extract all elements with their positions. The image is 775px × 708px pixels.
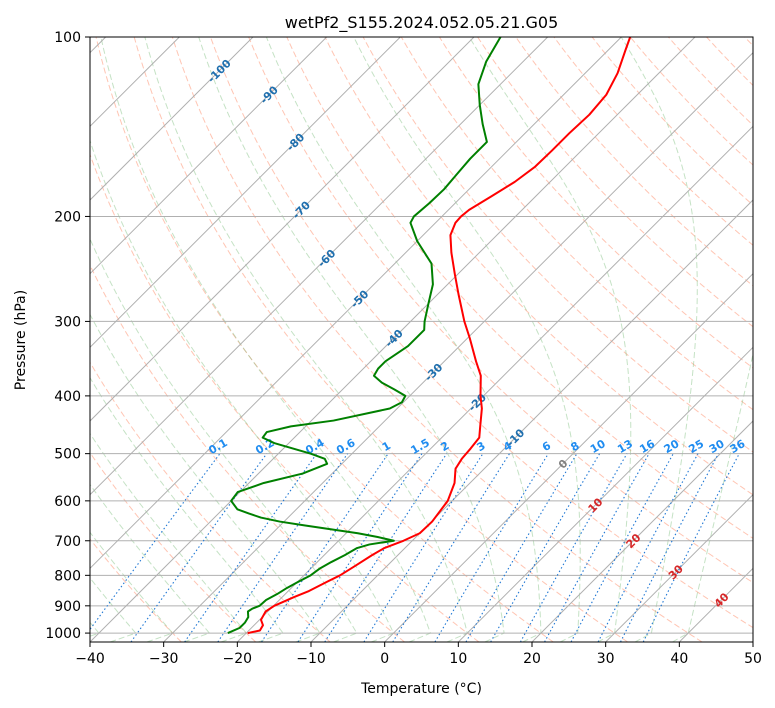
dry-adiabat-line bbox=[90, 153, 480, 642]
y-axis-ticks: 100 200 300 400 500 600 700 800 900 1000 bbox=[45, 30, 90, 642]
dry-adiabat-line bbox=[90, 264, 405, 642]
isotherm-gridline bbox=[310, 199, 753, 642]
moist-adiabat-line bbox=[620, 37, 698, 642]
mixing-ratio-line bbox=[90, 453, 221, 631]
isotherm-gridline bbox=[531, 420, 753, 642]
moist-adiabat-line bbox=[198, 37, 505, 642]
x-axis-label: Temperature (°C) bbox=[360, 681, 482, 697]
moist-adiabat-line bbox=[90, 313, 321, 642]
plot-frame bbox=[89, 36, 754, 643]
moist-adiabats bbox=[90, 37, 753, 642]
mixing-ratio-line bbox=[490, 453, 601, 642]
y-tick-label: 700 bbox=[54, 534, 81, 550]
y-tick-label: 900 bbox=[54, 599, 81, 615]
dry-adiabat-line bbox=[90, 451, 257, 642]
x-tick-label: 20 bbox=[523, 651, 541, 667]
dry-adiabat-line bbox=[133, 37, 628, 642]
x-tick-label: 10 bbox=[449, 651, 467, 667]
mixing-ratio-line bbox=[544, 453, 650, 642]
dry-adiabat-line bbox=[171, 37, 703, 642]
dry-adiabat-line bbox=[210, 37, 753, 629]
moist-adiabat-line bbox=[90, 376, 284, 642]
y-tick-label: 1000 bbox=[45, 626, 81, 642]
moist-adiabat-line bbox=[468, 37, 632, 642]
mixing-ratio-line bbox=[363, 453, 484, 642]
isotherm-gridline bbox=[457, 346, 753, 642]
y-tick-label: 500 bbox=[54, 447, 81, 463]
y-tick-label: 800 bbox=[54, 568, 81, 584]
moist-adiabat-line bbox=[90, 237, 358, 642]
dry-adiabats bbox=[90, 37, 753, 642]
isotherm-gridline bbox=[90, 37, 475, 422]
dry-adiabat-line bbox=[324, 37, 753, 496]
dry-adiabat-line bbox=[90, 538, 182, 642]
dry-adiabat-line bbox=[248, 37, 753, 584]
moist-adiabat-line bbox=[100, 37, 432, 642]
y-tick-label: 200 bbox=[54, 209, 81, 225]
isotherm-gridline bbox=[90, 37, 549, 496]
x-axis-ticks: −40 −30 −20 −10 0 10 20 30 40 50 bbox=[75, 642, 762, 667]
isotherm-gridline bbox=[605, 493, 753, 642]
moist-adiabat-line bbox=[144, 37, 468, 642]
isotherm-gridline bbox=[384, 272, 753, 642]
isotherm-gridline bbox=[90, 37, 401, 349]
dry-adiabat-line bbox=[95, 37, 554, 642]
isotherm-gridline bbox=[90, 37, 328, 275]
dry-adiabat-line bbox=[362, 37, 753, 453]
dry-adiabat-line bbox=[400, 37, 753, 411]
x-tick-label: −10 bbox=[296, 651, 326, 667]
mixing-ratio-line bbox=[297, 453, 423, 642]
isotherm-gridline bbox=[236, 125, 753, 642]
y-axis-label: Pressure (hPa) bbox=[13, 290, 29, 390]
mixing-ratio-line bbox=[619, 453, 719, 642]
x-tick-label: −40 bbox=[75, 651, 105, 667]
mixing-ratio-line bbox=[465, 453, 578, 642]
temperature-profile-line bbox=[247, 37, 632, 635]
y-tick-label: 600 bbox=[54, 494, 81, 510]
moist-adiabat-line bbox=[265, 37, 542, 642]
dry-adiabat-line bbox=[477, 37, 753, 328]
dry-adiabat-line bbox=[286, 37, 753, 539]
isotherm-gridline bbox=[163, 51, 753, 642]
mixing-ratio-lines bbox=[90, 453, 740, 642]
mixing-ratio-line bbox=[519, 453, 628, 642]
isotherm-gridline bbox=[90, 37, 254, 201]
mixing-ratio-line bbox=[597, 453, 699, 642]
x-tick-label: −20 bbox=[223, 651, 253, 667]
y-tick-label: 400 bbox=[54, 389, 81, 405]
isotherm-gridline bbox=[90, 37, 696, 642]
isotherm-gridline bbox=[90, 37, 622, 570]
mixing-ratio-line bbox=[217, 453, 348, 642]
moist-adiabat-line bbox=[353, 37, 581, 642]
mixing-ratio-line bbox=[261, 453, 389, 642]
x-tick-label: 40 bbox=[670, 651, 688, 667]
y-tick-label: 300 bbox=[54, 314, 81, 330]
x-tick-label: −30 bbox=[149, 651, 179, 667]
dewpoint-profile-line bbox=[227, 37, 502, 635]
mixing-ratio-line bbox=[130, 453, 268, 642]
x-tick-label: 30 bbox=[597, 651, 615, 667]
x-tick-label: 0 bbox=[380, 651, 389, 667]
y-tick-label: 100 bbox=[54, 30, 81, 46]
chart-title: wetPf2_S155.2024.052.05.21.G05 bbox=[285, 13, 559, 33]
profile-series bbox=[227, 37, 632, 635]
dry-adiabat-line bbox=[90, 361, 331, 642]
grid bbox=[90, 37, 753, 642]
mixing-ratio-line bbox=[184, 453, 318, 642]
x-tick-label: 50 bbox=[744, 651, 762, 667]
moist-adiabat-line bbox=[90, 139, 395, 642]
